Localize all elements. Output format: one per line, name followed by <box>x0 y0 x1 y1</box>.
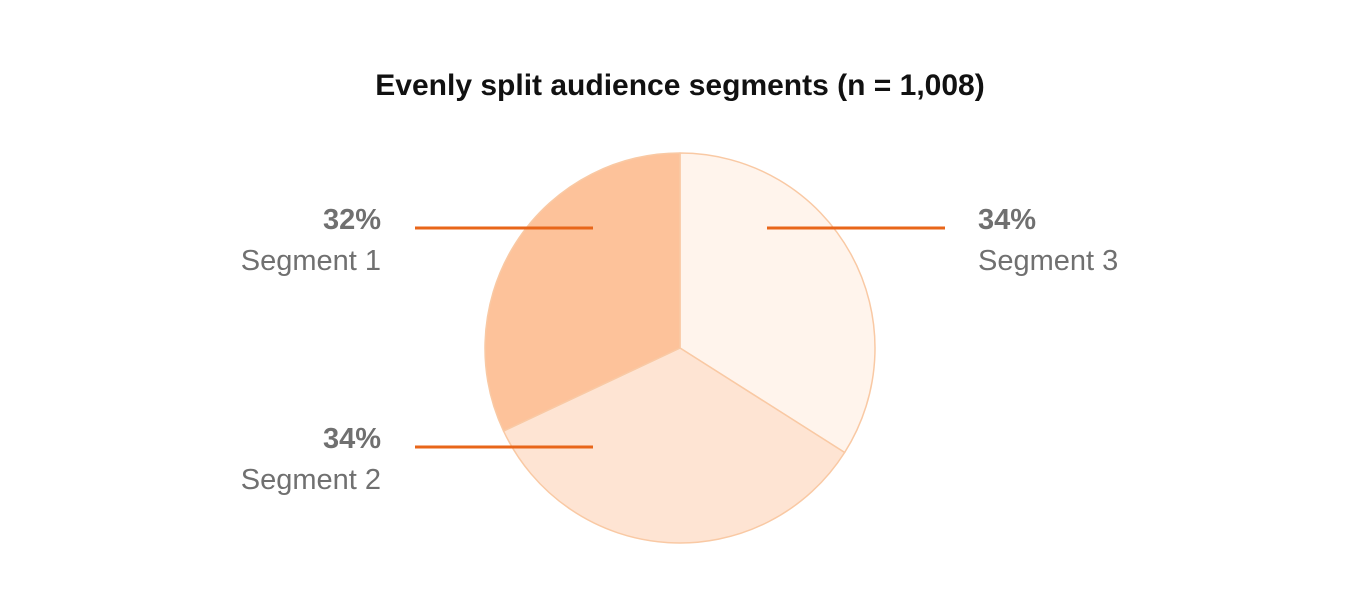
value-label-segment-3: 34% <box>978 204 1036 236</box>
pie-slice-segment-1 <box>484 152 681 432</box>
value-label-segment-2: 34% <box>323 423 381 455</box>
segment-label-segment-1: Segment 1 <box>241 245 381 277</box>
chart-title: Evenly split audience segments (n = 1,00… <box>375 69 984 102</box>
segment-label-segment-2: Segment 2 <box>241 464 381 496</box>
slices-layer <box>484 152 876 544</box>
labels-layer: 34% Segment 3 34% Segment 2 32% Segment 1 <box>241 204 1119 496</box>
segment-label-segment-3: Segment 3 <box>978 245 1118 277</box>
pie-slice-segment-2 <box>502 347 846 544</box>
value-label-segment-1: 32% <box>323 204 381 236</box>
